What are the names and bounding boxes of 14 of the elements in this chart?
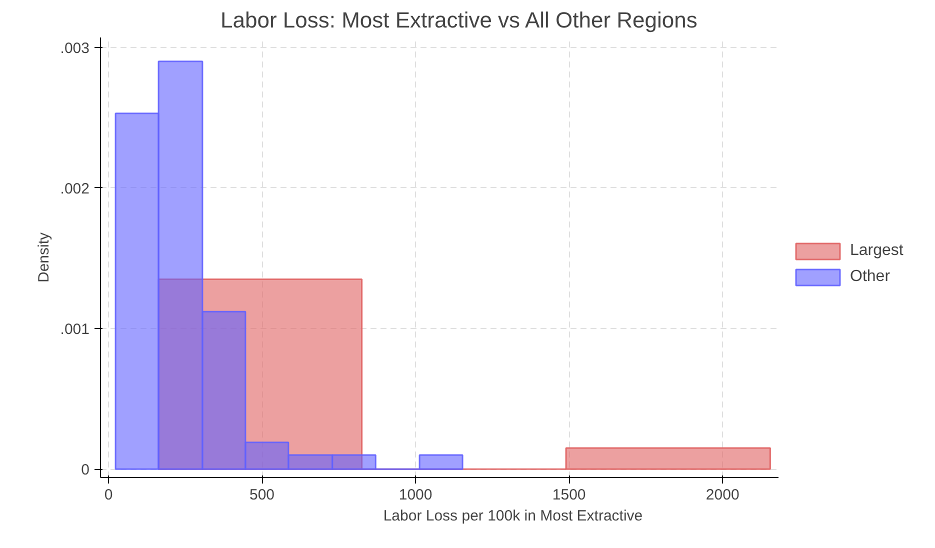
x-tick-label: 500	[250, 486, 275, 504]
x-tick-label: 1000	[398, 486, 432, 504]
x-tick-label: 0	[104, 486, 113, 504]
y-tick-label: 0	[81, 462, 90, 479]
x-axis-title: Labor Loss per 100k in Most Extractive	[383, 508, 643, 524]
legend-label: Largest	[850, 242, 904, 260]
y-tick-label: .001	[60, 320, 90, 338]
y-tick-label: .002	[60, 180, 90, 198]
x-tick-label: 2000	[706, 486, 740, 504]
legend-label: Other	[850, 268, 890, 286]
chart-title: Labor Loss: Most Extractive vs All Other Regions	[220, 8, 698, 32]
x-tick-label: 1500	[552, 486, 586, 504]
y-tick-label: .003	[60, 40, 90, 57]
y-axis-title: Density	[35, 232, 52, 283]
